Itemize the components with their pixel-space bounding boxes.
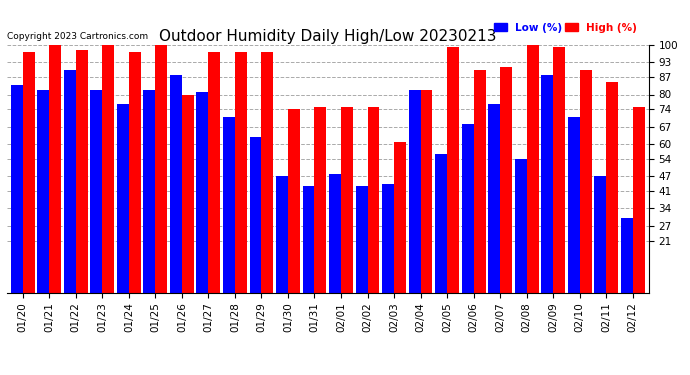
Bar bbox=[64, 70, 76, 292]
Bar bbox=[462, 124, 473, 292]
Legend: Low (%), High (%): Low (%), High (%) bbox=[494, 23, 637, 33]
Bar bbox=[447, 48, 459, 292]
Bar bbox=[408, 90, 421, 292]
Bar bbox=[607, 82, 618, 292]
Bar bbox=[144, 90, 155, 292]
Bar bbox=[117, 104, 129, 292]
Bar bbox=[382, 184, 394, 292]
Bar bbox=[208, 53, 220, 292]
Bar bbox=[594, 176, 607, 292]
Bar bbox=[633, 107, 644, 292]
Bar bbox=[315, 107, 326, 292]
Bar bbox=[102, 45, 115, 292]
Bar bbox=[421, 90, 433, 292]
Bar bbox=[368, 107, 380, 292]
Bar bbox=[23, 53, 34, 292]
Bar bbox=[435, 154, 447, 292]
Bar bbox=[288, 110, 300, 292]
Bar bbox=[329, 174, 341, 292]
Bar bbox=[500, 67, 512, 292]
Bar bbox=[394, 141, 406, 292]
Bar bbox=[129, 53, 141, 292]
Bar bbox=[49, 45, 61, 292]
Bar bbox=[235, 53, 247, 292]
Bar bbox=[250, 136, 262, 292]
Bar bbox=[182, 94, 194, 292]
Bar bbox=[553, 48, 565, 292]
Bar bbox=[355, 186, 368, 292]
Text: Copyright 2023 Cartronics.com: Copyright 2023 Cartronics.com bbox=[7, 32, 148, 41]
Bar bbox=[197, 92, 208, 292]
Bar bbox=[526, 45, 539, 292]
Bar bbox=[341, 107, 353, 292]
Bar bbox=[90, 90, 102, 292]
Bar bbox=[170, 75, 182, 292]
Bar bbox=[473, 70, 486, 292]
Title: Outdoor Humidity Daily High/Low 20230213: Outdoor Humidity Daily High/Low 20230213 bbox=[159, 29, 497, 44]
Bar bbox=[155, 45, 167, 292]
Bar bbox=[621, 218, 633, 292]
Bar bbox=[488, 104, 500, 292]
Bar bbox=[541, 75, 553, 292]
Bar bbox=[11, 85, 23, 292]
Bar bbox=[276, 176, 288, 292]
Bar bbox=[568, 117, 580, 292]
Bar bbox=[302, 186, 315, 292]
Bar bbox=[37, 90, 49, 292]
Bar bbox=[262, 53, 273, 292]
Bar bbox=[76, 50, 88, 292]
Bar bbox=[580, 70, 591, 292]
Bar bbox=[223, 117, 235, 292]
Bar bbox=[515, 159, 526, 292]
